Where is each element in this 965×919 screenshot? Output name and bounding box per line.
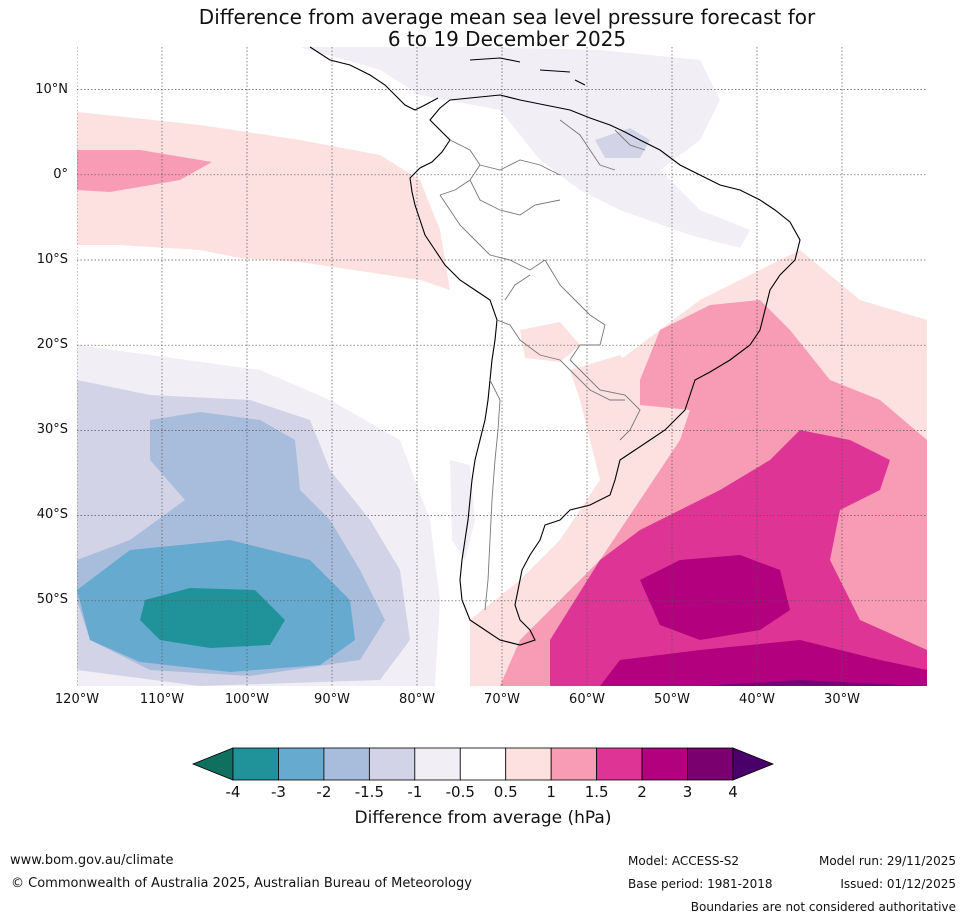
lon-label-50W: 50°W	[654, 692, 690, 707]
model-name: Model: ACCESS-S2	[628, 854, 740, 868]
issued-date: Issued: 01/12/2025	[840, 877, 956, 891]
colorbar-tick-label: -4	[225, 783, 241, 801]
lat-label-10N: 10°N	[35, 82, 68, 97]
colorbar-segment	[414, 747, 461, 781]
anomaly-region-0.5-inland	[520, 322, 580, 362]
copyright-text: © Commonwealth of Australia 2025, Austra…	[11, 876, 472, 891]
country-borders	[439, 119, 646, 611]
anomaly-region-neg-0.5-chile	[450, 460, 475, 560]
anomaly-region-neg-1-north	[595, 128, 650, 158]
anomaly-contour-2	[600, 555, 927, 686]
colorbar-segment	[232, 747, 279, 781]
colorbar-segment	[278, 747, 325, 781]
colorbar-segment	[323, 747, 370, 781]
south-america-coastline	[409, 94, 801, 646]
lat-label-20S: 20°S	[36, 337, 68, 352]
anomaly-region-1-pacific	[77, 150, 212, 192]
lat-label-30S: 30°S	[36, 422, 68, 437]
colorbar-tick-label: 0.5	[493, 783, 518, 801]
lat-label-40S: 40°S	[36, 507, 68, 522]
colorbar-segment	[641, 747, 688, 781]
colorbar-tick-label: 1.5	[584, 783, 609, 801]
colorbar-tick-label: 2	[637, 783, 647, 801]
colorbar-segment	[687, 747, 734, 781]
website-link[interactable]: www.bom.gov.au/climate	[10, 853, 174, 868]
colorbar-extend-high	[732, 747, 775, 781]
model-run: Model run: 29/11/2025	[818, 854, 956, 868]
colorbar-tick-label: -0.5	[445, 783, 475, 801]
colorbar-segments	[191, 747, 775, 781]
anomaly-region-neg-0.5-north	[300, 47, 750, 248]
colorbar-tick-label: -1.5	[354, 783, 384, 801]
colorbar-tick-label: 1	[546, 783, 556, 801]
colorbar-segment	[368, 747, 416, 781]
lon-label-60W: 60°W	[569, 692, 605, 707]
colorbar-tick-label: 4	[728, 783, 738, 801]
lon-label-100W: 100°W	[224, 692, 270, 707]
coastlines	[309, 46, 801, 646]
map-title-line1: Difference from average mean sea level p…	[198, 5, 816, 29]
anomaly-contour-neg-3	[140, 588, 285, 648]
base-period: Base period: 1981-2018	[628, 877, 773, 891]
colorbar-segment	[505, 747, 552, 781]
lat-label-50S: 50°S	[36, 592, 68, 607]
colorbar-segment	[459, 747, 507, 781]
map-title-line2: 6 to 19 December 2025	[387, 27, 627, 51]
colorbar-label: Difference from average (hPa)	[354, 808, 612, 828]
caribbean-islands	[469, 57, 586, 86]
lon-label-30W: 30°W	[824, 692, 860, 707]
lon-label-120W: 120°W	[54, 692, 100, 707]
colorbar-tick-label: -3	[270, 783, 286, 801]
lon-label-90W: 90°W	[314, 692, 350, 707]
lon-label-40W: 40°W	[739, 692, 775, 707]
lon-label-80W: 80°W	[399, 692, 435, 707]
colorbar-segment	[596, 747, 643, 781]
colorbar-tick-label: 3	[682, 783, 693, 801]
lon-label-70W: 70°W	[484, 692, 520, 707]
central-america-coastline	[309, 46, 439, 111]
colorbar-tick-label: -2	[316, 783, 332, 801]
lat-label-10S: 10°S	[36, 252, 68, 267]
lon-label-110W: 110°W	[139, 692, 185, 707]
colorbar-segment	[550, 747, 598, 781]
colorbar-extend-low	[191, 747, 234, 781]
boundaries-note: Boundaries are not considered authoritat…	[690, 900, 956, 914]
graticule	[77, 47, 927, 686]
lat-label-0: 0°	[53, 167, 68, 182]
colorbar-tick-label: -1	[407, 783, 423, 801]
